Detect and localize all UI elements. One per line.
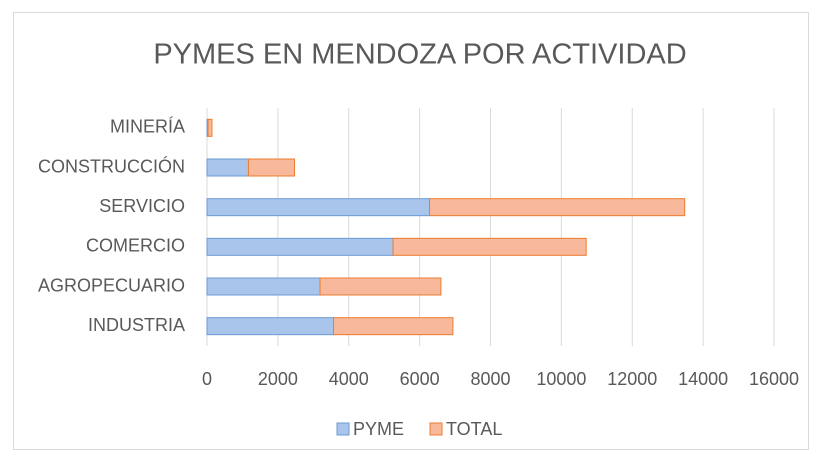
x-tick-label: 4000 [329, 369, 369, 389]
bar-segment [333, 317, 454, 336]
x-tick-label: 2000 [258, 369, 298, 389]
bar-segment [206, 277, 321, 296]
y-tick-label: AGROPECUARIO [38, 275, 185, 295]
bar-segment [247, 158, 296, 177]
legend-label: TOTAL [446, 419, 502, 439]
bar-segment [319, 277, 442, 296]
x-tick-label: 16000 [749, 369, 799, 389]
x-tick-label: 14000 [678, 369, 728, 389]
bar-segment [206, 158, 249, 177]
bar-segment [392, 237, 587, 256]
legend-swatch [429, 422, 443, 436]
x-tick-label: 12000 [607, 369, 657, 389]
x-tick-label: 8000 [470, 369, 510, 389]
bar-segment [206, 237, 394, 256]
bar-segment [206, 198, 431, 217]
x-tick-label: 6000 [400, 369, 440, 389]
bar-segment [207, 118, 213, 137]
y-tick-label: SERVICIO [99, 196, 185, 216]
y-tick-label: MINERÍA [110, 117, 185, 137]
x-tick-label: 10000 [536, 369, 586, 389]
y-tick-label: CONSTRUCCIÓN [38, 155, 185, 176]
x-tick-label: 0 [202, 369, 212, 389]
legend-label: PYME [353, 419, 404, 439]
y-tick-label: COMERCIO [86, 236, 185, 256]
chart-border [13, 12, 809, 450]
legend-swatch [336, 422, 350, 436]
chart-title: PYMES EN MENDOZA POR ACTIVIDAD [153, 39, 686, 71]
y-tick-label: INDUSTRIA [88, 315, 185, 335]
bar-segment [206, 317, 335, 336]
bar-segment [429, 198, 686, 217]
